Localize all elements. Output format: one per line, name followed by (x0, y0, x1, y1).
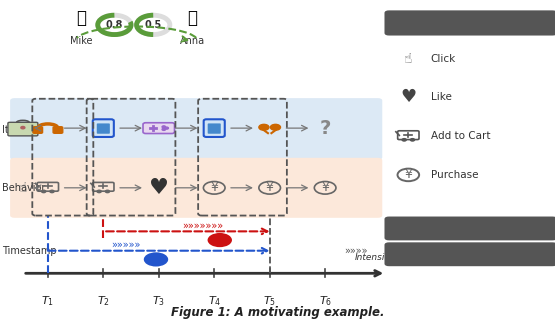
FancyBboxPatch shape (33, 127, 43, 133)
FancyBboxPatch shape (385, 10, 556, 36)
FancyBboxPatch shape (203, 119, 225, 137)
Circle shape (410, 139, 415, 141)
Text: »»»»»»»: »»»»»»» (182, 221, 224, 231)
Text: ♥: ♥ (149, 178, 169, 198)
Text: Click: Click (430, 54, 456, 64)
Text: $T_2$: $T_2$ (97, 294, 110, 307)
Circle shape (97, 190, 101, 193)
Circle shape (106, 190, 110, 193)
Circle shape (21, 126, 25, 129)
FancyBboxPatch shape (53, 127, 63, 133)
FancyBboxPatch shape (143, 123, 175, 133)
Text: ☝: ☝ (19, 181, 27, 195)
FancyBboxPatch shape (93, 119, 114, 137)
Text: +: + (215, 234, 225, 247)
FancyBboxPatch shape (385, 242, 556, 266)
Circle shape (42, 190, 46, 193)
Text: 0.5: 0.5 (145, 20, 162, 30)
Text: Like: Like (430, 92, 451, 102)
Circle shape (162, 128, 166, 130)
Circle shape (270, 124, 280, 130)
Text: ¥: ¥ (210, 181, 218, 194)
Text: ?: ? (320, 119, 331, 138)
Text: $T_6$: $T_6$ (319, 294, 332, 307)
Text: ¥: ¥ (321, 181, 329, 194)
FancyBboxPatch shape (8, 122, 38, 136)
FancyBboxPatch shape (10, 98, 383, 160)
Circle shape (144, 252, 168, 267)
Circle shape (207, 233, 232, 247)
Circle shape (402, 139, 406, 141)
Text: ¥: ¥ (266, 181, 274, 194)
Text: Purchase: Purchase (430, 170, 478, 180)
FancyBboxPatch shape (97, 123, 110, 134)
Text: »»»»: »»»» (345, 246, 368, 256)
Text: Figure 1: A motivating example.: Figure 1: A motivating example. (171, 307, 385, 319)
Text: ☝: ☝ (404, 52, 413, 66)
Text: −: − (150, 252, 162, 266)
Text: »»»»»: »»»»» (111, 240, 140, 250)
Text: ¥: ¥ (404, 168, 412, 181)
Text: 👩: 👩 (187, 9, 197, 28)
Text: $T_5$: $T_5$ (263, 294, 276, 307)
Text: Mike: Mike (70, 36, 92, 46)
FancyBboxPatch shape (385, 216, 556, 240)
FancyBboxPatch shape (10, 158, 383, 218)
Text: 0.8: 0.8 (106, 20, 123, 30)
Circle shape (162, 126, 166, 128)
Text: Timestamp: Timestamp (2, 246, 56, 256)
Text: Item: Item (2, 125, 24, 135)
FancyBboxPatch shape (208, 123, 221, 134)
Circle shape (50, 190, 54, 193)
Text: ♥: ♥ (400, 88, 416, 107)
Text: Anna: Anna (180, 36, 205, 46)
Text: 👨: 👨 (76, 9, 86, 28)
Text: $T_1$: $T_1$ (41, 294, 54, 307)
Circle shape (259, 124, 269, 130)
Circle shape (165, 127, 168, 129)
Text: $T_4$: $T_4$ (207, 294, 221, 307)
Text: CH3 Temporal Effects: CH3 Temporal Effects (424, 250, 517, 259)
Text: $T_3$: $T_3$ (152, 294, 165, 307)
Text: CH2 Multifaceted Collaborations: CH2 Multifaceted Collaborations (406, 224, 535, 233)
Text: Intensity: Intensity (355, 253, 394, 262)
Text: Add to Cart: Add to Cart (430, 131, 490, 141)
Text: CH1 Personalized Patterns: CH1 Personalized Patterns (411, 18, 530, 28)
Text: Behavior: Behavior (2, 183, 45, 193)
